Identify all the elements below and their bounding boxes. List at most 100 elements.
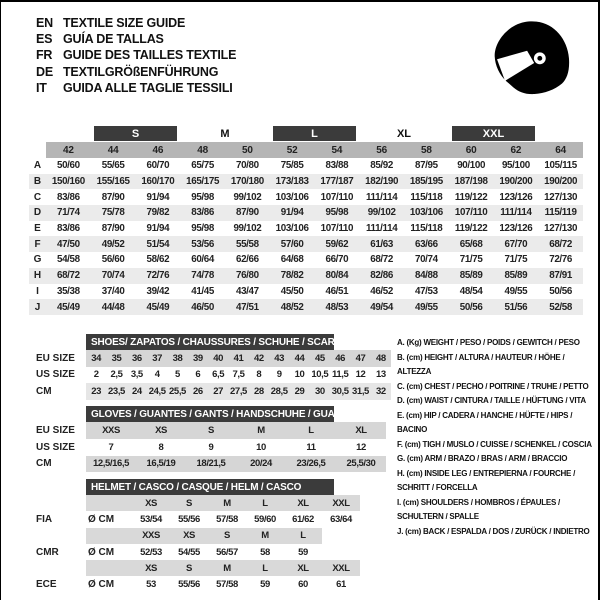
size-header-cell: 52	[269, 142, 315, 158]
shoes-cell: 11,5	[331, 369, 349, 381]
helmet-size-cell: XXS	[132, 527, 170, 544]
table-row: H 68/72 70/74 72/76 74/78 76/80 78/82 80/84 82/8…	[29, 267, 583, 284]
helmet-size-cell: L	[246, 495, 284, 512]
language-list: EN TEXTILE SIZE GUIDE ES GUÍA DE TALLAS FR GU…	[36, 15, 236, 96]
unit-label: Ø CM	[88, 546, 115, 558]
shoes-cell: 45	[309, 350, 330, 367]
table-cell: 107/110	[320, 223, 354, 235]
gloves-cell: 7	[108, 441, 114, 453]
table-cell: 46/50	[191, 301, 215, 313]
table-cell: 95/98	[191, 223, 215, 235]
helmet-value-row: CMR Ø CM 52/53 54/55 56/57 58 59	[29, 543, 360, 561]
shoes-cell: 30,5	[330, 383, 351, 400]
table-cell: 95/100	[501, 160, 530, 172]
unit-spacer	[86, 527, 132, 544]
shoes-cell: 4	[154, 369, 160, 381]
table-cell: 78/82	[280, 270, 304, 282]
language-code: ES	[36, 32, 53, 47]
table-cell: 103/106	[275, 223, 309, 235]
helmet-value-cell: 61/62	[292, 513, 314, 525]
table-cell: 52/58	[549, 301, 573, 313]
helmet-size-cell: S	[170, 495, 208, 512]
row-label: CM	[29, 455, 86, 473]
shoes-table: SHOES/ ZAPATOS / CHAUSSURES / SCHUHE / S…	[29, 334, 391, 400]
table-cell: 70/74	[101, 270, 125, 282]
unit-spacer	[86, 560, 132, 577]
table-cell: 48/52	[280, 301, 304, 313]
table-cell: 85/89	[504, 270, 528, 282]
unit-spacer	[86, 495, 132, 512]
shoes-cell: 28,5	[269, 383, 290, 400]
table-cell: 87/91	[549, 270, 573, 282]
table-cell: 60/70	[146, 160, 170, 172]
helmet-size-row: XS S M L XL XXL	[29, 495, 360, 512]
textile-size-table: S M L XL XXL 42 44 46 48 50 52 54 56 58 60 62 64 A 50/60…	[29, 126, 583, 315]
shoes-cell: 24,5	[147, 383, 168, 400]
table-cell: 87/90	[101, 191, 125, 203]
shoes-cell: 34	[86, 350, 107, 367]
table-cell: 127/130	[544, 223, 578, 235]
table-cell: 62/66	[235, 254, 259, 266]
shoes-cell: 46	[330, 350, 351, 367]
table-cell: 46/52	[370, 285, 394, 297]
table-cell: 61/63	[370, 238, 394, 250]
table-row: E 83/86 87/90 91/94 95/98 99/102 103/106 107/11…	[29, 221, 583, 237]
language-code: IT	[36, 80, 47, 95]
helmet-value-cell: 57/58	[216, 579, 238, 591]
table-cell: 47/53	[414, 285, 438, 297]
table-cell: 177/187	[320, 176, 354, 188]
table-cell: 71/75	[459, 254, 483, 266]
row-label: EU SIZE	[29, 350, 86, 367]
shoes-cell: 7,5	[232, 369, 245, 381]
table-cell: 43/47	[235, 285, 259, 297]
table-cell: 76/80	[235, 270, 259, 282]
language-code: DE	[36, 64, 53, 79]
helmet-value-cell: 60	[298, 579, 308, 591]
table-cell: 70/80	[235, 160, 259, 172]
size-header-cell: 62	[493, 142, 539, 158]
helmet-value-row: ECE Ø CM 53 55/56 57/58 59 60 61	[29, 576, 360, 593]
table-cell: 47/50	[56, 238, 80, 250]
table-cell: 190/200	[499, 176, 533, 188]
table-cell: 95/98	[325, 207, 349, 219]
shoes-row: US SIZE 2 2,5 3,5 4 5 6 6,5 7,5 8 9 10 10,5 11,5 12 13	[29, 366, 391, 383]
table-cell: 91/94	[146, 191, 170, 203]
language-row: EN TEXTILE SIZE GUIDE	[36, 15, 236, 31]
row-label: A	[33, 160, 42, 172]
size-header-cell: 44	[90, 142, 136, 158]
table-row: J 45/49 44/48 45/49 46/50 47/51 48/52 48/53 49/5…	[29, 299, 583, 315]
row-label: C	[33, 191, 42, 203]
legend-item: D. (cm) WAIST / CINTURA / TAILLE / HÜFTU…	[397, 396, 586, 405]
gloves-cell: XS	[136, 422, 186, 439]
table-cell: 71/74	[56, 207, 80, 219]
shoes-row: CM 23 23,5 24 24,5 25,5 26 27 27,5 28 28,5 29 30 30,5…	[29, 383, 391, 400]
language-row: ES GUÍA DE TALLAS	[36, 31, 236, 47]
helmet-size-cell: S	[208, 527, 246, 544]
gloves-cell: 11	[306, 441, 316, 453]
table-cell: 123/126	[499, 191, 533, 203]
gloves-cell: 25,5/30	[336, 455, 386, 473]
table-cell: 53/56	[191, 238, 215, 250]
shoes-cell: 2	[93, 369, 99, 381]
shoes-cell: 6	[195, 369, 201, 381]
table-cell: 64/68	[280, 254, 304, 266]
gloves-cell: S	[186, 422, 236, 439]
helmet-value-cell: 58	[260, 546, 270, 558]
size-header-cell: 48	[180, 142, 225, 158]
table-cell: 68/72	[56, 270, 80, 282]
shoes-cell: 2,5	[110, 369, 123, 381]
table-cell: 75/78	[101, 207, 125, 219]
row-label-spacer	[29, 560, 86, 577]
table-cell: 99/102	[233, 191, 262, 203]
table-cell: 119/122	[454, 223, 488, 235]
table-cell: 83/86	[56, 191, 80, 203]
table-cell: 51/56	[504, 301, 528, 313]
table-cell: 87/90	[235, 207, 259, 219]
helmet-size-cell: M	[246, 527, 284, 544]
shoes-cell: 37	[147, 350, 168, 367]
shoes-cell: 39	[187, 350, 208, 367]
gloves-row: EU SIZE XXS XS S M L XL	[29, 422, 386, 439]
shoes-cell: 8	[256, 369, 262, 381]
table-row: D 71/74 75/78 79/82 83/86 87/90 91/94 95/98 99/1…	[29, 205, 583, 221]
